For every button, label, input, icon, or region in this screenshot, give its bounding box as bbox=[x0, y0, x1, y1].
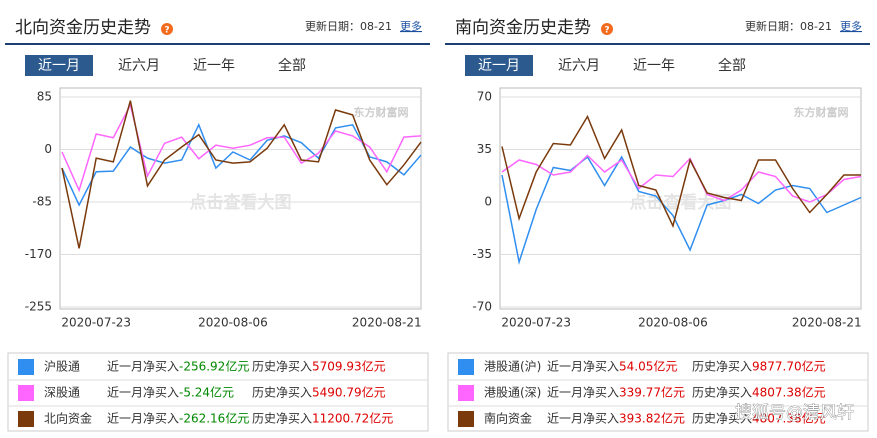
more-link[interactable]: 更多 bbox=[400, 19, 422, 33]
tab-active-bg bbox=[25, 55, 93, 76]
more-link[interactable]: 更多 bbox=[840, 19, 862, 33]
month-net: -262.16亿元 bbox=[179, 411, 249, 426]
tab[interactable]: 近一年 bbox=[193, 58, 235, 74]
legend-swatch bbox=[458, 411, 474, 427]
total-label: 历史净买入 bbox=[252, 360, 312, 374]
x-tick-label: 2020-08-21 bbox=[352, 316, 422, 330]
tab-active[interactable]: 近一月 bbox=[478, 58, 520, 74]
month-net: 54.05亿元 bbox=[619, 359, 677, 374]
update-date: 更新日期：08-21 bbox=[745, 19, 832, 33]
month-label: 近一月净买入 bbox=[547, 412, 619, 426]
total-label: 历史净买入 bbox=[252, 386, 312, 400]
x-tick-label: 2020-08-06 bbox=[198, 316, 268, 330]
total-net: 5490.79亿元 bbox=[312, 385, 386, 400]
legend-name: 港股通(深) bbox=[484, 386, 541, 400]
y-tick-label: -255 bbox=[25, 300, 52, 314]
plot-frame bbox=[499, 87, 862, 310]
y-tick-label: -85 bbox=[32, 195, 52, 209]
total-net: 11200.72亿元 bbox=[312, 411, 393, 426]
plot-frame bbox=[59, 87, 422, 310]
total-label: 历史净买入 bbox=[692, 412, 752, 426]
y-tick-label: 0 bbox=[484, 195, 492, 209]
series-line bbox=[61, 100, 422, 249]
x-tick-label: 2020-08-21 bbox=[792, 316, 862, 330]
legend-name: 南向资金 bbox=[484, 411, 532, 426]
legend-name: 沪股通 bbox=[44, 360, 80, 374]
update-date: 更新日期：08-21 bbox=[305, 19, 392, 33]
total-label: 历史净买入 bbox=[692, 360, 752, 374]
panel-title: 北向资金历史走势 bbox=[15, 18, 151, 38]
series-line bbox=[61, 102, 422, 193]
month-label: 近一月净买入 bbox=[107, 386, 179, 400]
y-tick-label: 0 bbox=[44, 142, 52, 156]
tab[interactable]: 全部 bbox=[718, 57, 746, 74]
legend-name: 深股通 bbox=[44, 386, 80, 400]
total-net: 4807.38亿元 bbox=[752, 385, 826, 400]
month-net: -5.24亿元 bbox=[179, 385, 234, 400]
x-tick-label: 2020-08-06 bbox=[638, 316, 708, 330]
help-icon[interactable] bbox=[161, 23, 173, 35]
legend-box bbox=[447, 352, 869, 432]
total-label: 历史净买入 bbox=[252, 412, 312, 426]
total-label: 历史净买入 bbox=[692, 386, 752, 400]
y-tick-label: 70 bbox=[477, 90, 492, 104]
help-icon[interactable] bbox=[601, 23, 613, 35]
y-tick-label: 85 bbox=[37, 90, 52, 104]
series-line bbox=[501, 155, 862, 265]
legend-swatch bbox=[18, 411, 34, 427]
month-net: 339.77亿元 bbox=[619, 385, 685, 400]
tab[interactable]: 近六月 bbox=[558, 58, 600, 74]
total-net: 5709.93亿元 bbox=[312, 359, 386, 374]
tab-active[interactable]: 近一月 bbox=[38, 58, 80, 74]
month-net: 393.82亿元 bbox=[619, 411, 685, 426]
header-rule bbox=[445, 43, 870, 45]
chart-logo: 东方财富网 bbox=[354, 105, 409, 119]
series-line bbox=[501, 154, 862, 203]
legend-box bbox=[7, 352, 429, 432]
legend-swatch bbox=[458, 359, 474, 375]
tab[interactable]: 全部 bbox=[278, 57, 306, 74]
header-rule bbox=[5, 43, 430, 45]
total-net: 4807.38亿元 bbox=[752, 411, 826, 426]
legend-swatch bbox=[18, 385, 34, 401]
y-tick-label: -170 bbox=[25, 247, 52, 261]
x-tick-label: 2020-07-23 bbox=[501, 316, 571, 330]
panel-title: 南向资金历史走势 bbox=[455, 18, 591, 38]
x-tick-label: 2020-07-23 bbox=[61, 316, 131, 330]
tab[interactable]: 近六月 bbox=[118, 58, 160, 74]
y-tick-label: -70 bbox=[472, 300, 492, 314]
tab[interactable]: 近一年 bbox=[633, 58, 675, 74]
chart-logo: 东方财富网 bbox=[794, 105, 849, 119]
page-watermark: 搜狐号@清风轩 bbox=[735, 403, 854, 423]
chart-watermark: 点击查看大图 bbox=[190, 192, 292, 213]
y-tick-label: -35 bbox=[472, 247, 492, 261]
y-tick-label: 35 bbox=[477, 142, 492, 156]
legend-swatch bbox=[458, 385, 474, 401]
series-line bbox=[501, 114, 861, 229]
help-icon-mark: ? bbox=[164, 26, 169, 36]
month-label: 近一月净买入 bbox=[107, 412, 179, 426]
month-net: -256.92亿元 bbox=[179, 359, 249, 374]
legend-name: 港股通(沪) bbox=[484, 360, 541, 374]
help-icon-mark: ? bbox=[604, 26, 609, 36]
legend-swatch bbox=[18, 359, 34, 375]
tab-active-bg bbox=[465, 55, 533, 76]
legend-name: 北向资金 bbox=[44, 411, 92, 426]
month-label: 近一月净买入 bbox=[547, 360, 619, 374]
month-label: 近一月净买入 bbox=[107, 360, 179, 374]
total-net: 9877.70亿元 bbox=[752, 359, 826, 374]
month-label: 近一月净买入 bbox=[547, 386, 619, 400]
